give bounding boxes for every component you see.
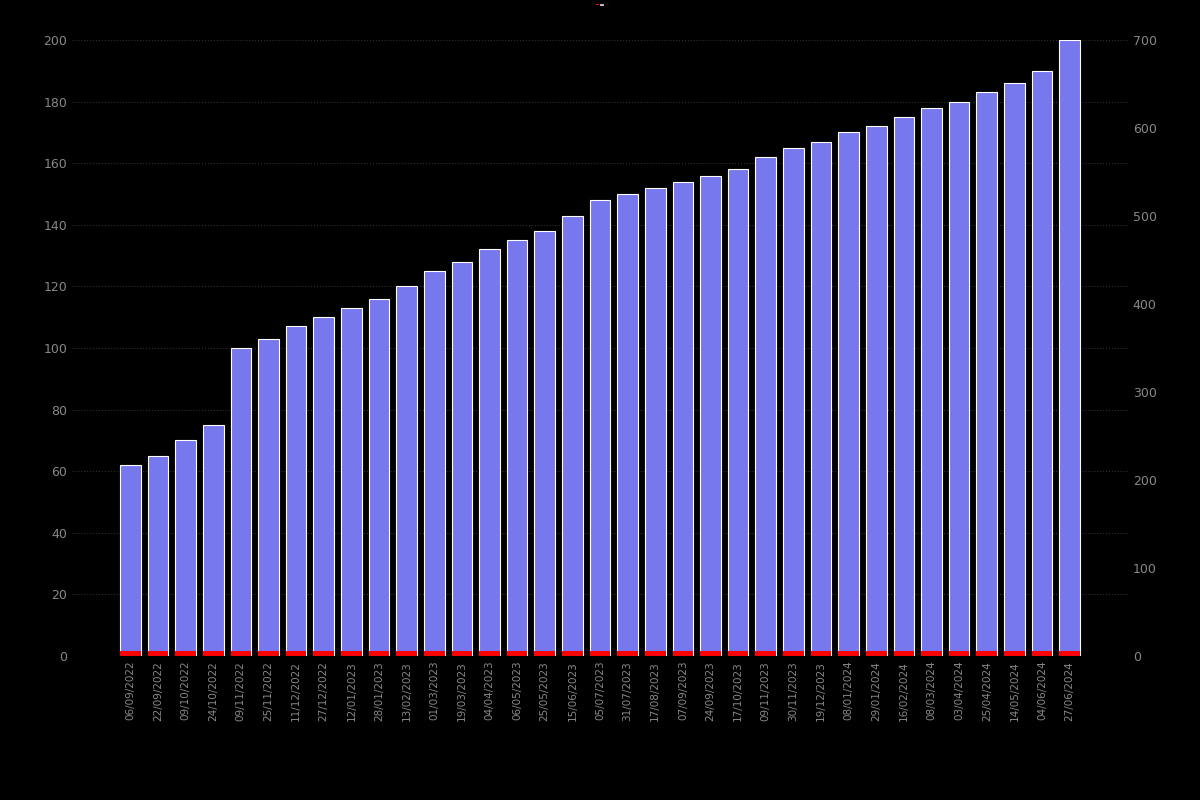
Bar <box>1060 40 1080 656</box>
Bar <box>977 651 997 656</box>
Bar <box>784 148 804 656</box>
Bar <box>811 651 832 656</box>
Bar <box>230 348 251 656</box>
Bar <box>506 651 528 656</box>
Bar <box>203 425 223 656</box>
Bar <box>617 651 638 656</box>
Bar <box>286 326 306 656</box>
Bar <box>341 308 361 656</box>
Bar <box>589 200 611 656</box>
Bar <box>700 651 721 656</box>
Bar <box>506 240 528 656</box>
Bar <box>1032 70 1052 656</box>
Bar <box>1004 651 1025 656</box>
Bar <box>120 651 140 656</box>
Bar <box>341 651 361 656</box>
Bar <box>949 651 970 656</box>
Bar <box>784 651 804 656</box>
Bar <box>977 92 997 656</box>
Bar <box>811 142 832 656</box>
Bar <box>424 271 445 656</box>
Bar <box>755 651 776 656</box>
Bar <box>368 651 389 656</box>
Bar <box>894 651 914 656</box>
Bar <box>727 651 749 656</box>
Bar <box>672 651 694 656</box>
Bar <box>949 102 970 656</box>
Bar <box>368 298 389 656</box>
Bar <box>727 170 749 656</box>
Bar <box>839 133 859 656</box>
Bar <box>451 262 473 656</box>
Bar <box>562 215 583 656</box>
Bar <box>1004 83 1025 656</box>
Bar <box>534 231 556 656</box>
Bar <box>866 651 887 656</box>
Bar <box>175 651 196 656</box>
Bar <box>839 651 859 656</box>
Bar <box>755 157 776 656</box>
Bar <box>1032 651 1052 656</box>
Bar <box>258 651 278 656</box>
Bar <box>396 651 416 656</box>
Bar <box>562 651 583 656</box>
Bar <box>424 651 445 656</box>
Bar <box>644 188 666 656</box>
Bar <box>922 108 942 656</box>
Bar <box>1060 651 1080 656</box>
Bar <box>148 651 168 656</box>
Bar <box>203 651 223 656</box>
Bar <box>894 117 914 656</box>
Bar <box>396 286 416 656</box>
Bar <box>258 338 278 656</box>
Bar <box>617 194 638 656</box>
Bar <box>866 126 887 656</box>
Bar <box>120 465 140 656</box>
Bar <box>644 651 666 656</box>
Bar <box>672 182 694 656</box>
Bar <box>922 651 942 656</box>
Bar <box>589 651 611 656</box>
Legend: , : , <box>596 4 604 5</box>
Bar <box>534 651 556 656</box>
Bar <box>175 441 196 656</box>
Bar <box>286 651 306 656</box>
Bar <box>313 651 334 656</box>
Bar <box>451 651 473 656</box>
Bar <box>479 250 500 656</box>
Bar <box>148 456 168 656</box>
Bar <box>313 318 334 656</box>
Bar <box>479 651 500 656</box>
Bar <box>230 651 251 656</box>
Bar <box>700 175 721 656</box>
